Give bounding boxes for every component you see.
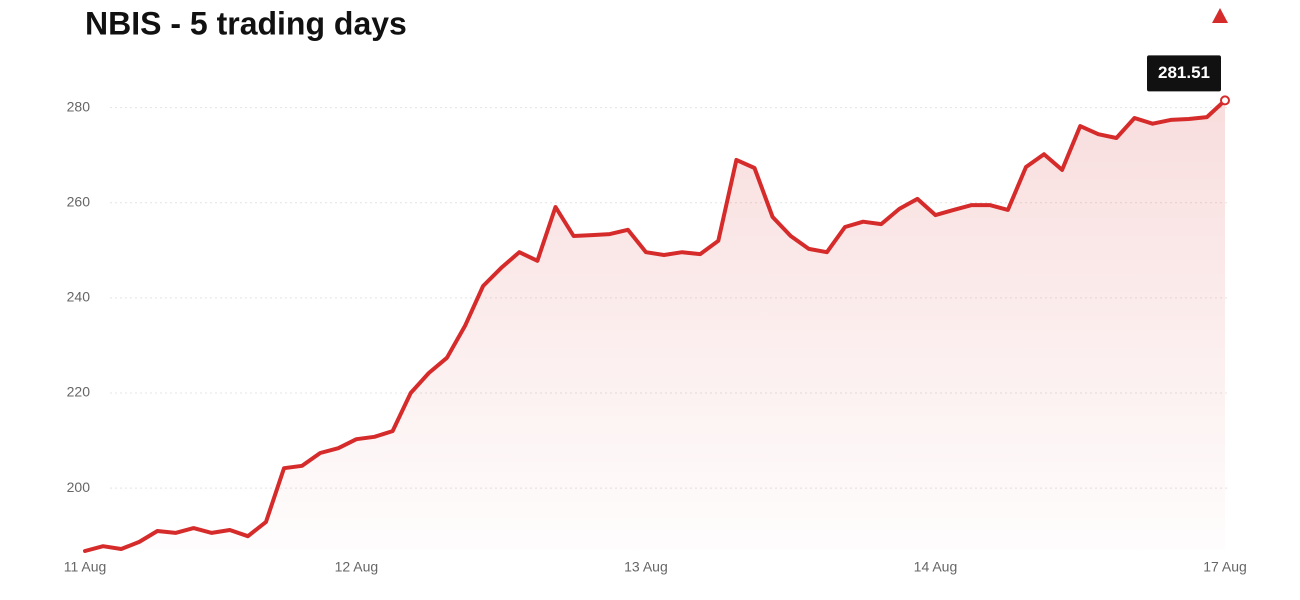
x-tick-label: 13 Aug (624, 559, 668, 575)
y-tick-label: 220 (67, 384, 91, 400)
area (85, 100, 1225, 552)
end-point (1220, 95, 1230, 106)
trend-icon (1212, 8, 1228, 23)
x-tick-label: 11 Aug (64, 559, 107, 575)
y-tick-label: 260 (67, 193, 91, 209)
x-tick-label: 14 Aug (914, 559, 958, 575)
chart-title: NBIS - 5 trading days (85, 5, 407, 41)
tooltip-value: 281.51 (1158, 63, 1210, 82)
line (83, 98, 1227, 553)
x-tick-label: 17 Aug (1203, 559, 1247, 575)
y-tick-label: 200 (67, 479, 91, 495)
tooltip-box (1147, 55, 1221, 92)
y-tick-label: 280 (67, 98, 91, 114)
x-tick-label: 12 Aug (335, 559, 379, 575)
y-tick-label: 240 (67, 289, 91, 305)
